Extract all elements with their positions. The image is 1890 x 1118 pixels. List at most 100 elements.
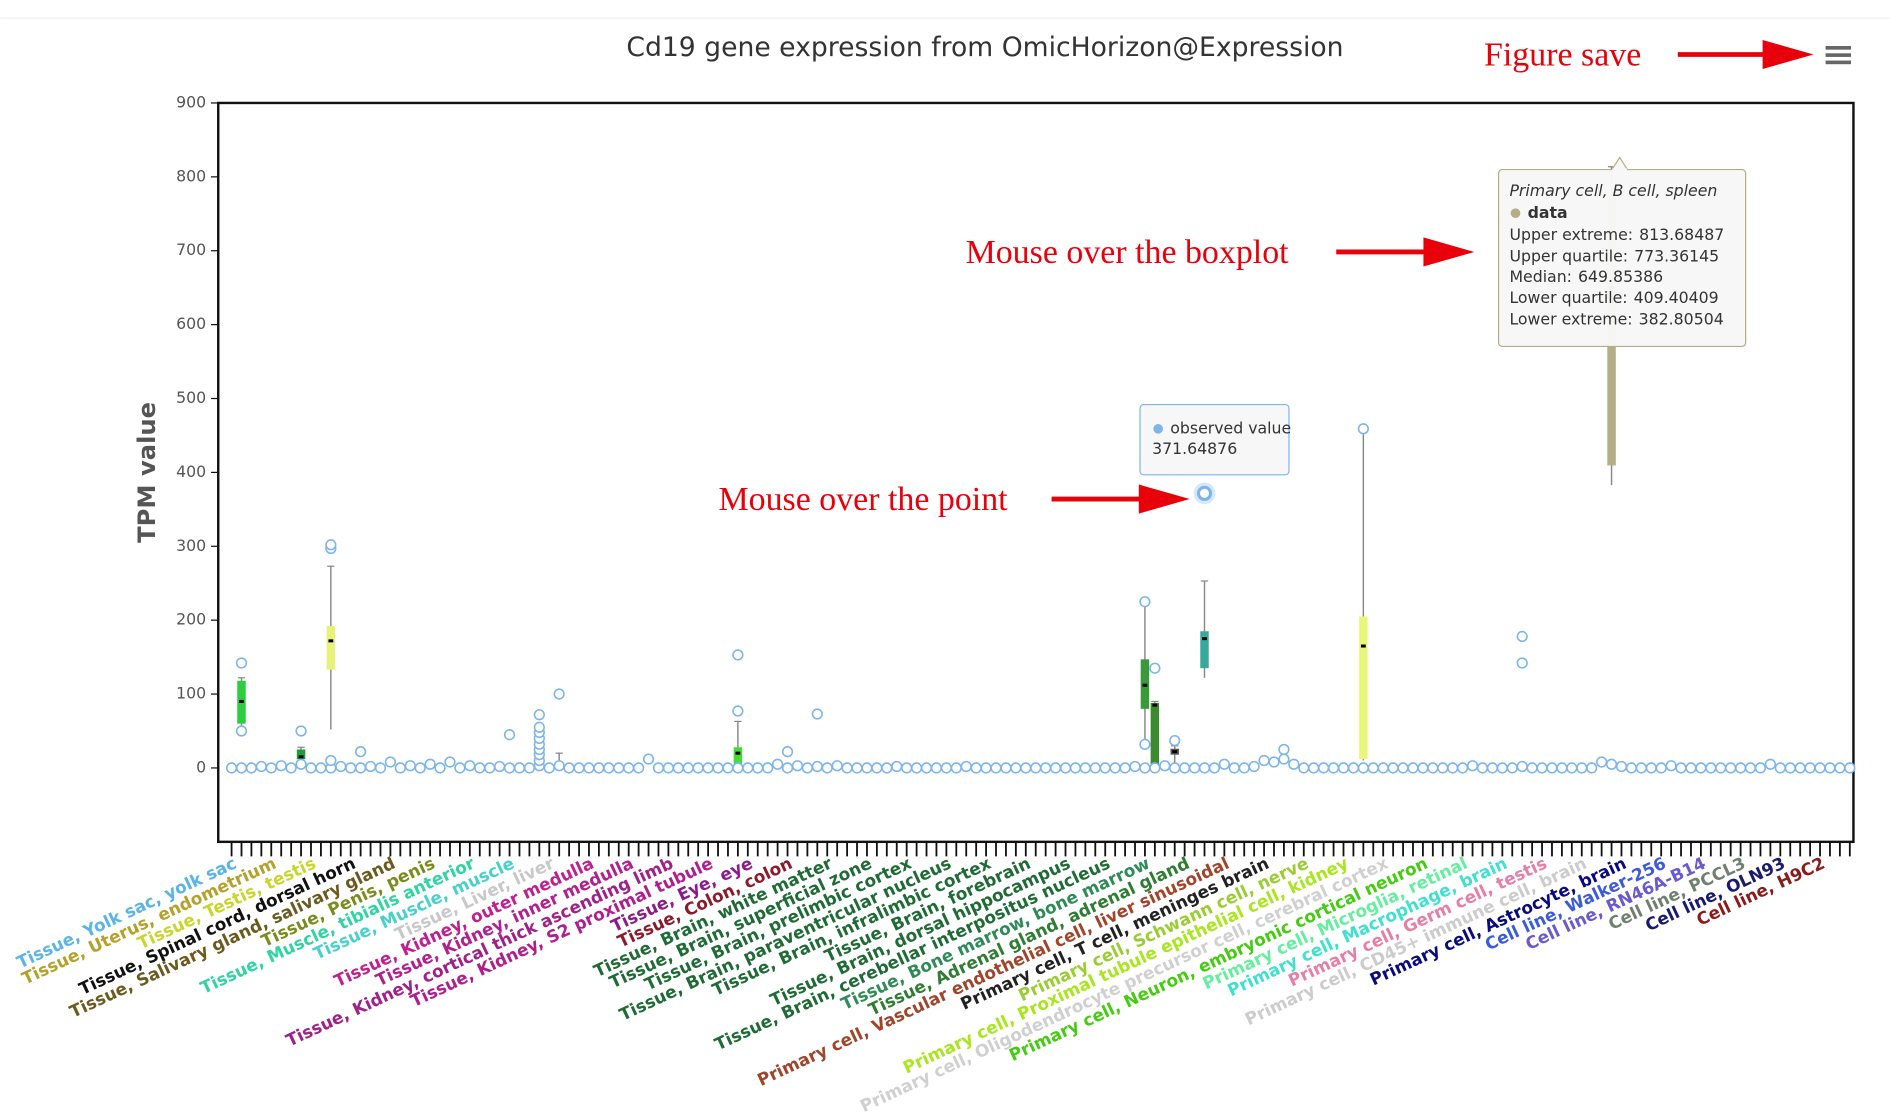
point[interactable] bbox=[1030, 762, 1042, 774]
point[interactable] bbox=[454, 762, 466, 774]
point[interactable] bbox=[1754, 762, 1767, 774]
point[interactable] bbox=[881, 762, 893, 774]
point[interactable] bbox=[752, 762, 764, 774]
point[interactable] bbox=[1447, 762, 1459, 774]
point[interactable] bbox=[1625, 762, 1638, 774]
point[interactable] bbox=[593, 762, 605, 774]
point[interactable] bbox=[1595, 756, 1608, 768]
point[interactable] bbox=[1566, 762, 1578, 774]
point[interactable] bbox=[1516, 760, 1528, 773]
point[interactable] bbox=[1198, 762, 1211, 774]
point[interactable] bbox=[1069, 762, 1082, 774]
point[interactable] bbox=[1685, 762, 1697, 774]
point[interactable] bbox=[1149, 762, 1161, 774]
point[interactable] bbox=[484, 762, 496, 774]
point[interactable] bbox=[424, 758, 436, 770]
point[interactable] bbox=[1318, 762, 1330, 774]
point[interactable] bbox=[1208, 762, 1221, 774]
point[interactable] bbox=[335, 760, 347, 773]
point[interactable] bbox=[1258, 754, 1270, 767]
point[interactable] bbox=[1556, 762, 1568, 774]
point[interactable] bbox=[861, 762, 873, 774]
point[interactable] bbox=[920, 762, 933, 774]
point[interactable] bbox=[1169, 762, 1181, 774]
point[interactable] bbox=[325, 539, 337, 551]
point[interactable] bbox=[553, 760, 565, 772]
point[interactable] bbox=[1417, 762, 1429, 774]
point[interactable] bbox=[1576, 762, 1588, 774]
point[interactable] bbox=[901, 762, 913, 774]
point[interactable] bbox=[682, 762, 694, 774]
point[interactable] bbox=[672, 762, 684, 774]
point[interactable] bbox=[1278, 743, 1290, 756]
point[interactable] bbox=[1675, 762, 1687, 774]
point[interactable] bbox=[1169, 734, 1181, 747]
point[interactable] bbox=[990, 762, 1002, 774]
point[interactable] bbox=[1546, 762, 1558, 774]
point[interactable] bbox=[444, 756, 456, 768]
point[interactable] bbox=[1049, 762, 1062, 774]
point[interactable] bbox=[742, 762, 754, 774]
point[interactable] bbox=[1476, 762, 1489, 774]
point[interactable] bbox=[781, 746, 794, 758]
point[interactable] bbox=[1089, 762, 1101, 774]
point[interactable] bbox=[543, 762, 555, 774]
point[interactable] bbox=[533, 709, 545, 721]
point[interactable] bbox=[533, 721, 545, 733]
point[interactable] bbox=[345, 762, 357, 774]
point[interactable] bbox=[891, 760, 903, 773]
point[interactable] bbox=[692, 762, 704, 774]
point[interactable] bbox=[1337, 762, 1350, 774]
point[interactable] bbox=[1278, 753, 1290, 765]
point[interactable] bbox=[791, 760, 804, 772]
point[interactable] bbox=[1268, 756, 1280, 768]
box[interactable] bbox=[326, 626, 336, 670]
point[interactable] bbox=[275, 760, 287, 772]
point[interactable] bbox=[384, 756, 397, 768]
point[interactable] bbox=[1059, 762, 1072, 774]
point[interactable] bbox=[1119, 762, 1131, 774]
point[interactable] bbox=[851, 762, 863, 774]
point[interactable] bbox=[434, 762, 446, 774]
point[interactable] bbox=[305, 762, 317, 774]
point[interactable] bbox=[613, 762, 625, 774]
point[interactable] bbox=[325, 754, 337, 767]
point[interactable] bbox=[980, 762, 992, 774]
point[interactable] bbox=[1834, 762, 1846, 774]
point[interactable] bbox=[1645, 762, 1657, 774]
point[interactable] bbox=[1149, 662, 1161, 674]
point[interactable] bbox=[821, 762, 833, 774]
point[interactable] bbox=[871, 762, 883, 774]
point[interactable] bbox=[1099, 762, 1111, 774]
point[interactable] bbox=[354, 746, 367, 758]
point[interactable] bbox=[1456, 762, 1469, 774]
point[interactable] bbox=[295, 758, 307, 770]
point[interactable] bbox=[1407, 762, 1419, 774]
point[interactable] bbox=[1437, 762, 1449, 774]
point[interactable] bbox=[255, 760, 267, 773]
point[interactable] bbox=[1397, 762, 1409, 774]
point[interactable] bbox=[623, 762, 635, 774]
point[interactable] bbox=[1804, 762, 1816, 774]
point[interactable] bbox=[1516, 630, 1528, 643]
point[interactable] bbox=[960, 760, 972, 773]
point[interactable] bbox=[1040, 762, 1052, 774]
point[interactable] bbox=[225, 762, 238, 774]
point[interactable] bbox=[662, 762, 675, 774]
point[interactable] bbox=[1516, 657, 1528, 669]
point[interactable] bbox=[652, 762, 665, 774]
point[interactable] bbox=[583, 762, 595, 774]
point[interactable] bbox=[1139, 738, 1151, 750]
point[interactable] bbox=[1774, 762, 1786, 774]
point[interactable] bbox=[315, 762, 327, 774]
point[interactable] bbox=[1695, 762, 1707, 774]
point[interactable] bbox=[732, 762, 744, 774]
point[interactable] bbox=[1347, 762, 1360, 774]
point[interactable] bbox=[1159, 760, 1171, 772]
point[interactable] bbox=[1109, 762, 1121, 774]
point[interactable] bbox=[523, 762, 536, 774]
point[interactable] bbox=[831, 760, 843, 772]
point[interactable] bbox=[464, 760, 476, 772]
point[interactable] bbox=[632, 762, 645, 774]
point[interactable] bbox=[1715, 762, 1727, 774]
